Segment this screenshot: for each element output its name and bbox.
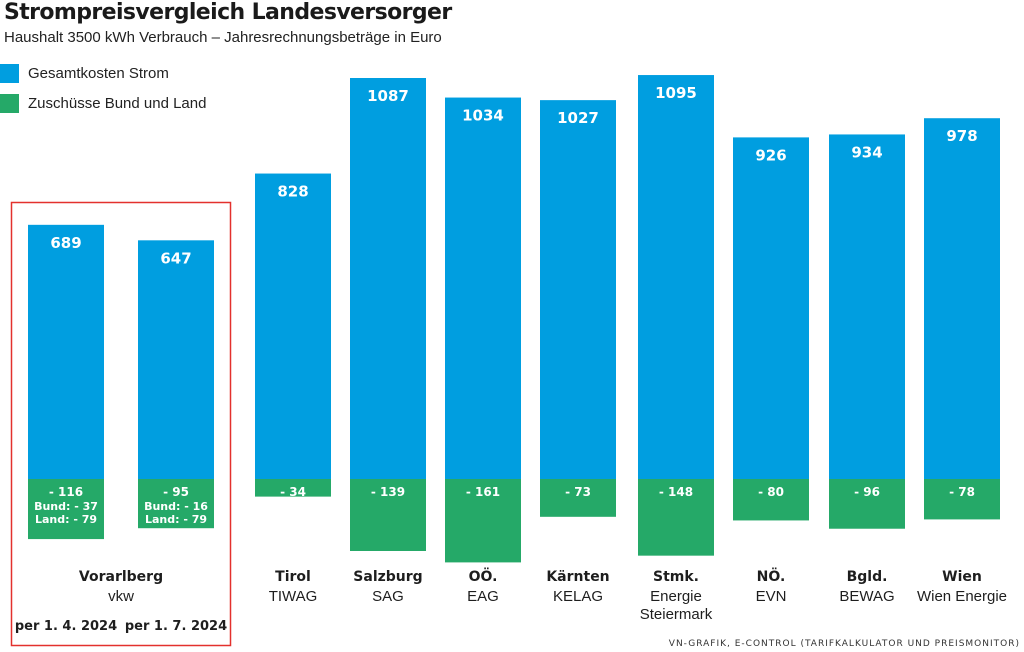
provider-label: SAG xyxy=(372,588,404,605)
provider-label: TIWAG xyxy=(269,588,318,605)
cost-bar xyxy=(638,75,714,479)
subsidy-bar xyxy=(829,479,905,529)
cost-value-label: 689 xyxy=(50,234,81,252)
subsidy-bar xyxy=(445,479,521,563)
region-label: Tirol xyxy=(275,569,311,585)
cost-value-label: 1095 xyxy=(655,84,697,102)
subsidy-value-label: - 34 xyxy=(280,485,306,499)
region-label: Bgld. xyxy=(847,569,888,585)
cost-bar xyxy=(829,134,905,479)
region-label: Wien xyxy=(942,569,982,585)
subsidy-value-label: - 148 xyxy=(659,485,693,499)
subsidy-detail-label: Bund: - 37 xyxy=(34,500,98,513)
region-label: Kärnten xyxy=(546,569,609,585)
subsidy-value-label: - 80 xyxy=(758,485,784,499)
date-label: per 1. 4. 2024 xyxy=(15,619,117,634)
provider-label: vkw xyxy=(108,588,134,605)
cost-value-label: 647 xyxy=(160,249,191,267)
legend-swatch-cost xyxy=(0,64,19,83)
cost-value-label: 1027 xyxy=(557,109,599,127)
region-label: Stmk. xyxy=(653,569,699,585)
provider-label: BEWAG xyxy=(839,588,894,605)
region-label: Vorarlberg xyxy=(79,569,163,585)
provider-label: Energie xyxy=(650,588,702,605)
subsidy-bar xyxy=(733,479,809,521)
region-label: Salzburg xyxy=(353,569,422,585)
legend-item-cost: Gesamtkosten Strom xyxy=(0,64,169,83)
cost-bar xyxy=(28,224,104,479)
subsidy-detail-label: Bund: - 16 xyxy=(144,500,208,513)
cost-value-label: 1034 xyxy=(462,107,504,125)
provider-label: KELAG xyxy=(553,588,603,605)
legend-item-subsidy: Zuschüsse Bund und Land xyxy=(0,94,206,113)
subsidy-bar xyxy=(138,479,214,529)
subsidy-value-label: - 96 xyxy=(854,485,880,499)
subsidy-value-label: - 95 xyxy=(163,485,189,499)
cost-value-label: 934 xyxy=(851,143,882,161)
legend-label-subsidy: Zuschüsse Bund und Land xyxy=(28,95,207,112)
cost-bar xyxy=(540,100,616,480)
subsidy-bar xyxy=(540,479,616,517)
region-label: NÖ. xyxy=(757,567,786,585)
vorarlberg-highlight-box xyxy=(10,201,232,647)
cost-value-label: 1087 xyxy=(367,87,409,105)
cost-bar xyxy=(924,118,1000,480)
provider-label: Steiermark xyxy=(640,606,713,623)
legend-swatch-subsidy xyxy=(0,94,19,113)
subsidy-bar xyxy=(924,479,1000,520)
cost-bar xyxy=(138,240,214,479)
cost-value-label: 926 xyxy=(755,146,786,164)
cost-value-label: 978 xyxy=(946,127,977,145)
subsidy-bar xyxy=(350,479,426,551)
provider-label: Wien Energie xyxy=(917,588,1007,605)
subsidy-value-label: - 116 xyxy=(49,485,83,499)
chart-title: Strompreisvergleich Landesversorger xyxy=(4,0,452,25)
source-note: VN-GRAFIK, E-CONTROL (TARIFKALKULATOR UN… xyxy=(668,639,1020,649)
cost-bar xyxy=(350,78,426,479)
cost-bar xyxy=(733,137,809,479)
provider-label: EAG xyxy=(467,588,499,605)
chart-subtitle: Haushalt 3500 kWh Verbrauch – Jahresrech… xyxy=(4,29,442,46)
cost-bar xyxy=(445,97,521,480)
legend-label-cost: Gesamtkosten Strom xyxy=(28,65,169,82)
subsidy-bar xyxy=(28,479,104,540)
date-label: per 1. 7. 2024 xyxy=(125,619,227,634)
subsidy-detail-label: Land: - 79 xyxy=(145,513,207,526)
subsidy-detail-label: Land: - 79 xyxy=(35,513,97,526)
provider-label: EVN xyxy=(756,588,787,605)
subsidy-value-label: - 73 xyxy=(565,485,591,499)
subsidy-value-label: - 139 xyxy=(371,485,405,499)
subsidy-value-label: - 78 xyxy=(949,485,975,499)
cost-value-label: 828 xyxy=(277,183,308,201)
subsidy-bar xyxy=(638,479,714,556)
cost-bar xyxy=(255,173,331,480)
subsidy-value-label: - 161 xyxy=(466,485,500,499)
region-label: OÖ. xyxy=(469,567,498,585)
subsidy-bar xyxy=(255,479,331,497)
